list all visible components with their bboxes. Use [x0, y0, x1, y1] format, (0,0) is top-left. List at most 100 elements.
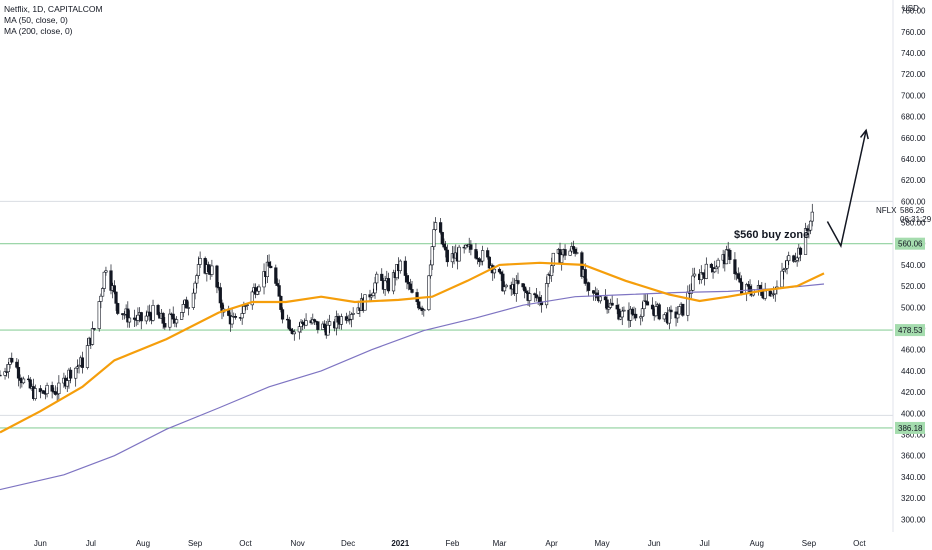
candle-down [440, 232, 444, 245]
x-tick-label: Oct [853, 539, 866, 548]
candle-up [90, 328, 95, 345]
candle-up [771, 293, 776, 295]
candle-up [339, 316, 343, 325]
candle-down [348, 318, 352, 321]
candle-down [805, 228, 809, 231]
candle-down [571, 246, 576, 250]
candle-up [55, 393, 59, 395]
candle-down [733, 259, 737, 275]
candle-up [629, 308, 633, 321]
time-axis[interactable]: Jun Jul Aug Sep Oct Nov Dec 2021 Feb Mar Apr May Jun… [34, 539, 866, 548]
candle-down [163, 323, 167, 328]
candle-up [770, 293, 774, 297]
candle-down [644, 300, 648, 303]
candle-up [181, 304, 185, 313]
candle-up [481, 250, 485, 262]
candle-down [109, 270, 113, 291]
candle-down [768, 290, 772, 297]
candle-down [16, 366, 21, 379]
candle-down [112, 285, 116, 293]
candle-down [792, 255, 796, 262]
candle-down [405, 275, 409, 283]
candle-up [198, 258, 202, 265]
candle-up [692, 273, 697, 277]
candle-down [442, 243, 446, 248]
y-tick-label: 400.00 [901, 409, 926, 418]
candle-up [351, 313, 355, 315]
candle-down [748, 286, 752, 293]
candle-down [148, 311, 152, 316]
candle-down [439, 222, 443, 233]
candle-up [21, 378, 26, 384]
candle-down [312, 319, 317, 322]
candle-down [126, 308, 130, 323]
candle-up [257, 286, 261, 292]
candle-up [196, 264, 201, 276]
candle-up [151, 305, 155, 321]
candle-up [97, 301, 101, 329]
candle-down [669, 309, 673, 313]
candle-up [432, 229, 436, 247]
candle-up [186, 307, 190, 309]
candle-up [99, 295, 103, 302]
x-tick-label: Aug [136, 539, 150, 548]
candle-up [265, 261, 269, 277]
candle-down [218, 287, 222, 304]
candle-down [486, 250, 490, 258]
candle-up [74, 367, 78, 379]
legend-title: Netflix, 1D, CAPITALCOM [4, 4, 103, 14]
candle-up [704, 263, 708, 279]
candle-down [444, 246, 448, 251]
ticker-label: NFLX [876, 206, 897, 215]
candle-down [407, 281, 411, 285]
y-tick-label: 340.00 [901, 473, 926, 482]
candle-up [195, 275, 199, 284]
candle-down [139, 312, 143, 322]
candle-down [26, 378, 31, 381]
candle-down [610, 302, 614, 306]
candle-down [316, 321, 320, 330]
x-tick-label: Sep [802, 539, 817, 548]
candle-down [161, 313, 165, 324]
candle-up [492, 268, 497, 274]
candle-up [560, 254, 564, 263]
candle-up [6, 364, 11, 373]
candle-down [280, 309, 285, 320]
candle-down [53, 391, 58, 395]
candle-up [255, 290, 259, 295]
projection-arrow [826, 128, 869, 248]
candle-down [185, 299, 189, 309]
candle-up [391, 272, 396, 292]
candle-up [100, 288, 105, 297]
candle-down [171, 313, 175, 320]
candle-up [568, 250, 572, 256]
price-axis[interactable]: 300.00 320.00 340.00 360.00 380.00 400.00 420.… [892, 0, 926, 532]
y-tick-label: 420.00 [901, 388, 926, 397]
candle-up [104, 270, 108, 273]
candle-up [676, 313, 680, 319]
candle-up [699, 272, 703, 281]
candle-up [803, 228, 808, 255]
candle-down [740, 281, 744, 294]
candle-up [642, 300, 646, 310]
candle-down [50, 385, 54, 392]
y-tick-label: 460.00 [901, 346, 926, 355]
candle-down [80, 357, 85, 368]
candle-down [42, 390, 46, 394]
candle-up [504, 284, 508, 288]
horizontal-levels [0, 200, 893, 429]
candle-up [783, 267, 787, 270]
y-tick-label: 440.00 [901, 367, 926, 376]
candle-down [289, 328, 293, 332]
y-tick-label: 780.00 [901, 7, 926, 16]
candle-down [322, 323, 327, 328]
candle-down [132, 317, 137, 320]
candle-up [640, 308, 645, 317]
x-tick-label: Mar [493, 539, 507, 548]
ma50-line [0, 261, 825, 434]
candle-up [686, 291, 690, 316]
candle-up [210, 265, 214, 275]
candle-up [85, 345, 90, 368]
y-tick-label: 600.00 [901, 197, 926, 206]
